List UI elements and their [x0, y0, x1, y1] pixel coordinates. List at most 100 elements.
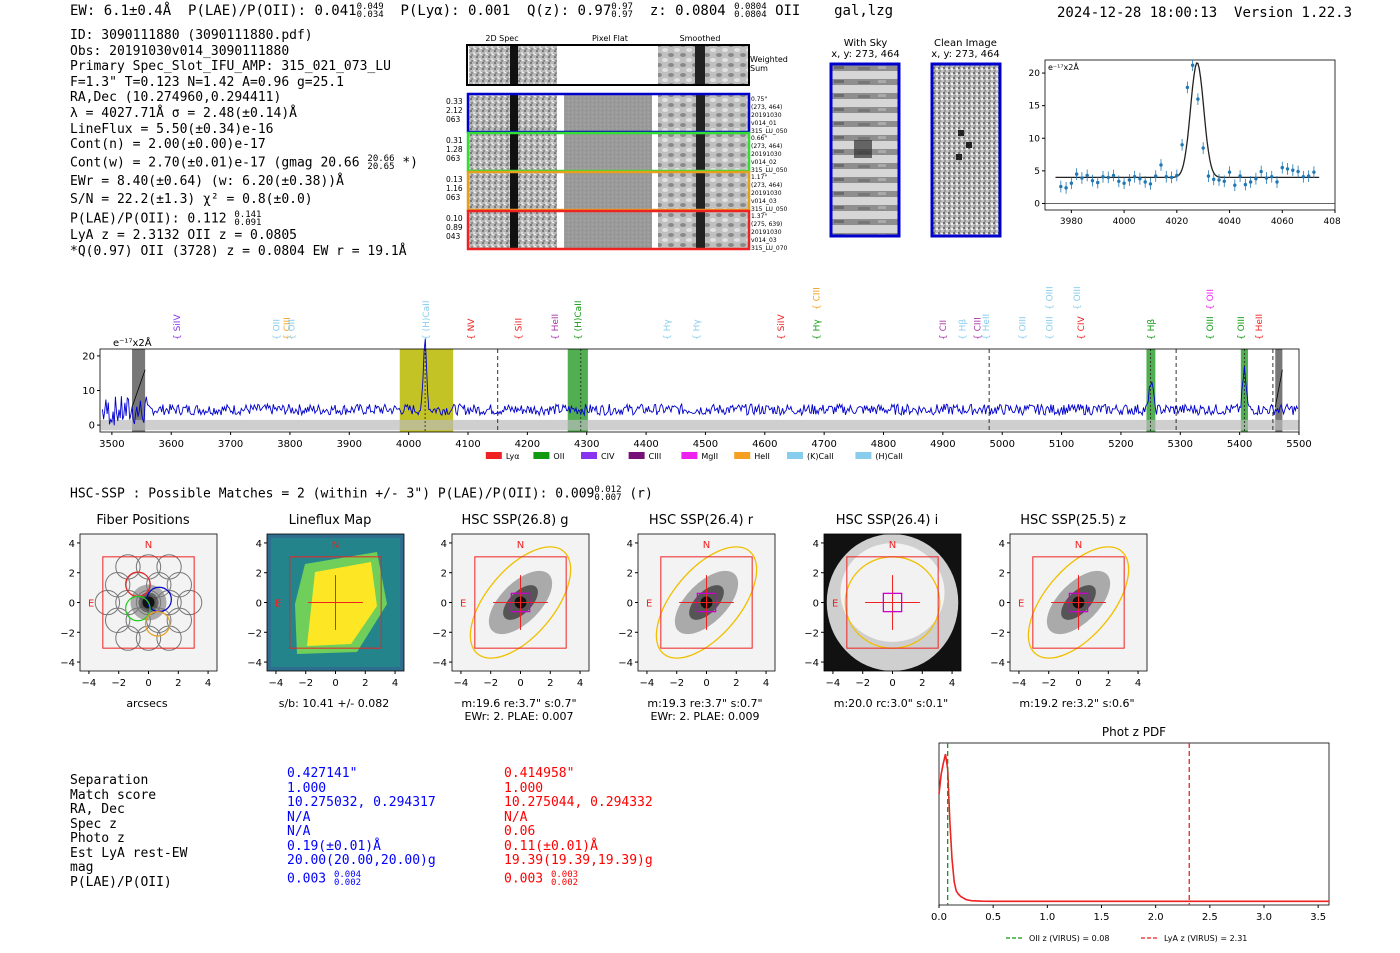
clean-image-stamp — [930, 62, 1002, 238]
data-point — [1259, 169, 1263, 174]
y-tick-label: −4 — [60, 658, 75, 669]
spectral-line-label: { OIII — [1018, 316, 1028, 340]
x-tick-label: 3600 — [159, 439, 184, 450]
x-tick-label: 2 — [1105, 678, 1111, 689]
header-bar: EW: 6.1±0.4Å P(LAE)/P(OII): 0.041 0.049 0.… — [70, 3, 893, 20]
match-value: 0.003 0.003 0.002 — [504, 870, 653, 888]
detection-info: ID: 3090111880 (3090111880.pdf) Obs: 201… — [70, 28, 418, 259]
x-tick-label: 4700 — [811, 439, 836, 450]
header-plya: P(Lyα): 0.001 — [400, 3, 511, 19]
spectral-line-label: { Hβ — [958, 319, 968, 340]
spec2d-row-meta: 315_LU_070 — [751, 245, 788, 252]
data-point — [1096, 180, 1100, 185]
cutout-caption: m:19.3 re:3.7" s:0.7" — [647, 697, 763, 710]
spec2d-row-meta: 20191030 — [751, 112, 782, 119]
y-unit-label: e⁻¹⁷x2Å — [1048, 61, 1079, 72]
spectral-line-label: { Hβ — [1147, 319, 1157, 340]
data-point — [1059, 184, 1063, 189]
data-point — [1306, 174, 1311, 178]
y-tick-label: 10 — [82, 386, 95, 397]
cutout-caption-2: EWr: 2. PLAE: 0.007 — [464, 710, 574, 723]
header-plae: P(LAE)/P(OII): 0.041 — [188, 3, 357, 19]
spec2d-row-stat: 0.10 — [446, 214, 463, 223]
smoothed-emission-band — [696, 95, 705, 131]
plot-frame — [1044, 59, 1336, 211]
data-point — [1280, 165, 1284, 170]
data-point — [1175, 173, 1179, 178]
pixel-flat-cutout — [564, 212, 652, 248]
spec2d-row-meta: v014_03 — [751, 237, 777, 244]
y-tick-label: −2 — [432, 628, 447, 639]
match-marker — [882, 592, 903, 613]
cutout-title: HSC SSP(26.8) g — [461, 513, 569, 528]
plot-bg — [100, 349, 1299, 432]
x-tick-label: 2 — [547, 678, 553, 689]
match-value: 0.06 — [504, 824, 536, 839]
spectral-line-label: { OIII — [1206, 316, 1216, 340]
y-unit-label: e⁻¹⁷x2Å — [113, 336, 152, 349]
svg-text:Sum: Sum — [750, 64, 768, 73]
y-tick-label: 0 — [441, 599, 447, 610]
y-tick-label: −4 — [990, 658, 1005, 669]
cutout-title: Lineflux Map — [288, 513, 372, 528]
x-tick-label: 4500 — [693, 439, 718, 450]
spec2d-row-meta: v014_03 — [751, 198, 777, 205]
match-marker — [696, 592, 717, 613]
data-point — [1127, 178, 1132, 182]
x-tick-label: 0.5 — [985, 912, 1001, 923]
x-tick-label: 0.0 — [931, 912, 947, 923]
pdf-curve — [938, 753, 1329, 903]
x-tick-label: 4 — [763, 678, 769, 689]
spec2d-row-meta: (273, 464) — [751, 182, 782, 189]
data-point — [1301, 175, 1306, 179]
data-point — [1085, 173, 1089, 178]
east-label: E — [88, 599, 94, 610]
x-tick-label: 1.5 — [1094, 912, 1110, 923]
y-tick-label: 0 — [69, 599, 75, 610]
spectral-line-label: { CIII — [812, 287, 822, 310]
x-tick-label: 4 — [205, 678, 211, 689]
data-point — [1154, 174, 1158, 178]
spec2d-row-meta: 20191030 — [751, 229, 782, 236]
spec2d-row-meta: 315_LU_050 — [751, 167, 788, 174]
x-tick-label: 4 — [392, 678, 398, 689]
legend-label: CIV — [601, 452, 615, 461]
spec2d-row-meta: 0.75" — [751, 96, 767, 103]
legend-swatch — [581, 452, 598, 459]
info-sn: S/N = 22.2(±1.3) χ² = 0.8(±0.0) — [70, 192, 313, 208]
x-tick-label: 3700 — [218, 439, 243, 450]
data-point — [1254, 176, 1258, 181]
match-col-1: 0.427141" 1.000 10.275032, 0.294317 N/A N/A 0… — [287, 766, 436, 887]
info-line: λ = 4027.71Å σ = 2.48(±0.14)Å — [70, 105, 297, 121]
match-plae-lo: 0.002 — [550, 877, 579, 888]
line-window-band — [567, 349, 588, 432]
lineflux-peak — [307, 562, 377, 646]
data-point — [1206, 174, 1211, 178]
match-labels: Separation Match score RA, Dec Spec z Photo … — [70, 773, 187, 890]
x-tick-label: 0 — [145, 678, 151, 689]
match-value: 0.427141" — [287, 766, 358, 781]
aperture-ellipse — [1027, 546, 1130, 659]
cutout-title: HSC SSP(26.4) i — [835, 513, 939, 528]
clean-image-xy: x, y: 273, 464 — [931, 49, 1000, 60]
north-label: N — [1075, 540, 1082, 551]
data-point — [1138, 176, 1142, 181]
spectral-line-label: { Hγ — [693, 319, 703, 340]
plae-hi: 0.141 — [234, 210, 262, 221]
data-point — [1143, 180, 1147, 184]
plot-frame — [938, 742, 1330, 906]
x-tick-label: 0 — [703, 678, 709, 689]
hsc-summary-hi: 0.012 — [594, 485, 622, 495]
y-tick-label: 0 — [1034, 199, 1040, 209]
match-label: mag — [70, 860, 94, 875]
x-tick-label: 5200 — [1108, 439, 1133, 450]
data-point — [1148, 182, 1153, 186]
y-tick-label: 4 — [627, 539, 633, 550]
full-spectrum-plot: 0 10 20 3500 3600 3700 3800 3900 4000 4100 4200 430… — [82, 286, 1311, 461]
y-tick-label: 10 — [1029, 134, 1041, 144]
x-tick-label: −2 — [483, 678, 498, 689]
smoothed-emission-band — [696, 134, 705, 170]
x-tick-label: 2 — [175, 678, 181, 689]
